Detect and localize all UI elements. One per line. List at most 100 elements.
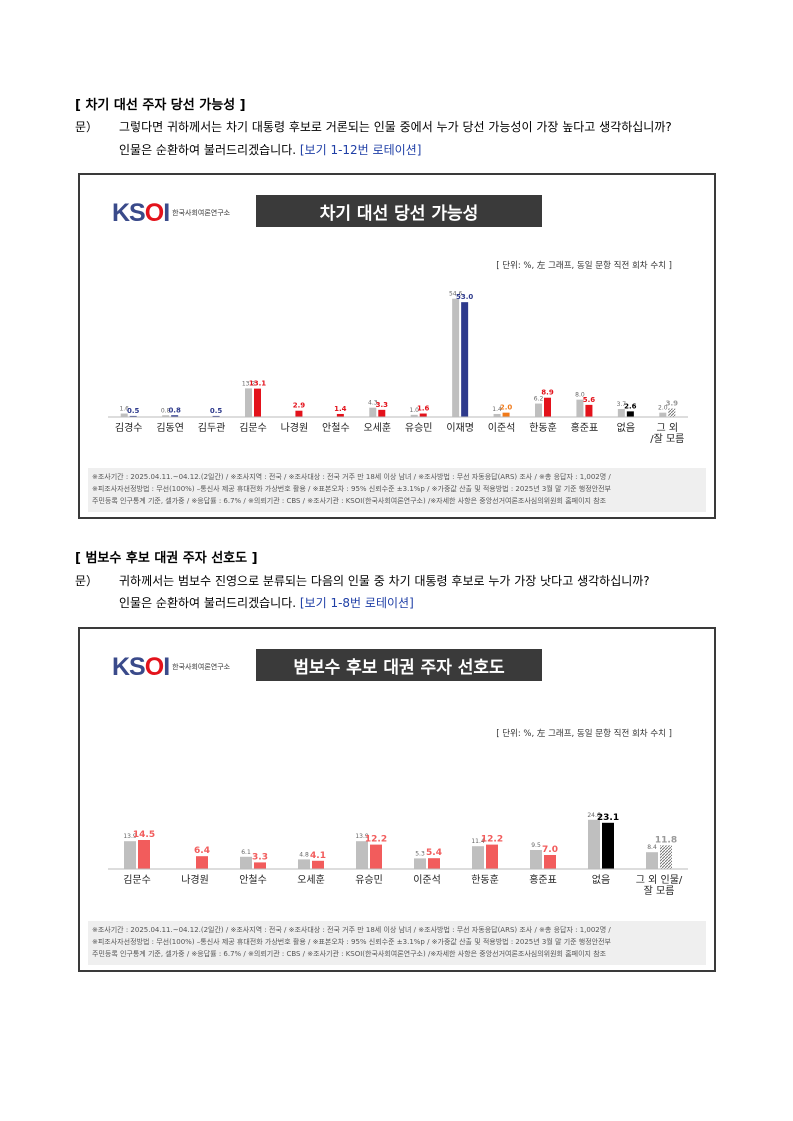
bar-previous — [120, 413, 128, 417]
bar-current — [602, 822, 614, 869]
chart-1-panel: KSOI 한국사회여론연구소 차기 대선 당선 가능성 [ 단위: %, 左 그래… — [78, 173, 716, 519]
bar-previous — [617, 408, 625, 417]
bar-current — [544, 855, 556, 869]
category-label: 김동연 — [156, 422, 184, 434]
bar-previous-label: 11.4 — [471, 838, 485, 845]
question-2-rotation-note: [보기 1-8번 로테이션] — [299, 596, 414, 610]
bar-current — [585, 404, 593, 417]
section-2-title: [ 범보수 후보 대권 주자 선호도 ] — [75, 551, 258, 566]
bar-current — [668, 408, 676, 417]
category-label: 오세훈 — [297, 873, 325, 886]
bar-current — [428, 858, 440, 869]
chart-1-unit-note: [ 단위: %, 左 그래프, 동일 문항 직전 회차 수치 ] — [496, 261, 672, 271]
chart-1-footnote: ※조사기간 : 2025.04.11.~04.12.(2일간) / ※조사지역 … — [88, 468, 706, 512]
bar-previous-label: 5.3 — [415, 850, 425, 857]
category-label: 홍준표 — [529, 873, 557, 886]
bar-previous-label: 13.9 — [123, 833, 137, 840]
bar-previous — [588, 819, 600, 869]
bar-current — [336, 413, 344, 417]
bar-previous — [646, 852, 658, 869]
category-label: 한동훈 — [529, 421, 557, 434]
bar-previous — [245, 388, 252, 417]
bar-previous-label: 3.7 — [617, 401, 627, 408]
category-label: 이재명 — [446, 422, 474, 434]
category-label: 유승민 — [355, 874, 383, 886]
category-label: 오세훈 — [363, 421, 391, 434]
bar-current — [212, 415, 220, 417]
bar-current — [370, 844, 382, 869]
ksoi-logo: KSOI 한국사회여론연구소 — [112, 653, 231, 681]
bar-current-label: 5.4 — [426, 848, 442, 858]
bar-previous-label: 8.0 — [575, 392, 585, 399]
bar-previous — [576, 399, 584, 417]
bar-previous-label: 8.4 — [647, 844, 657, 851]
bar-current — [626, 411, 634, 417]
bar-current-label: 0.5 — [210, 407, 223, 415]
bar-previous-label: 6.2 — [534, 396, 544, 403]
category-label: 한동훈 — [471, 873, 499, 886]
bar-current — [254, 862, 266, 869]
bar-current-label: 7.0 — [542, 845, 558, 855]
bar-current-label: 1.4 — [334, 405, 347, 413]
bar-current-label: 53.0 — [456, 293, 473, 301]
bar-current-label: 14.5 — [133, 830, 155, 840]
question-1-instruction: 인물은 순환하여 불러드리겠습니다. — [119, 143, 297, 157]
category-label: /잘 모름 — [650, 433, 684, 445]
chart-2-footnote: ※조사기간 : 2025.04.11.~04.12.(2일간) / ※조사지역 … — [88, 921, 706, 965]
bar-previous — [240, 856, 252, 869]
bar-current-label: 3.3 — [252, 852, 268, 862]
chart-1-title: 차기 대선 당선 가능성 — [256, 195, 542, 227]
bar-previous-label: 13.2 — [242, 380, 256, 387]
bar-previous-label: 24.6 — [587, 812, 601, 819]
bar-previous — [472, 846, 484, 869]
bar-previous — [298, 859, 310, 869]
bar-current — [544, 397, 551, 417]
bar-previous-label: 1.0 — [409, 407, 419, 414]
bar-current — [295, 410, 303, 417]
bar-current-label: 3.9 — [666, 400, 679, 408]
bar-current — [129, 415, 137, 417]
category-label: 안철수 — [239, 874, 267, 886]
bar-current-label: 4.1 — [310, 851, 326, 861]
bar-current-label: 1.6 — [417, 405, 430, 413]
bar-previous — [530, 850, 542, 869]
bar-previous — [659, 412, 667, 417]
category-label: 나경원 — [181, 873, 209, 886]
category-label: 김두관 — [198, 422, 226, 434]
bar-current — [138, 840, 150, 869]
bar-current-label: 2.9 — [293, 402, 306, 410]
bar-current — [419, 413, 427, 417]
bar-current — [378, 409, 386, 417]
bar-previous — [369, 407, 377, 417]
bar-current — [461, 302, 469, 417]
bar-current — [254, 388, 261, 417]
bar-previous-label: 6.1 — [241, 849, 251, 856]
bar-current-label: 23.1 — [597, 813, 619, 823]
bar-current-label: 13.1 — [249, 380, 266, 388]
bar-previous-label: 54.6 — [449, 291, 463, 298]
category-label: 김문수 — [123, 874, 151, 886]
chart-2-title: 범보수 후보 대권 주자 선호도 — [256, 649, 542, 681]
bar-previous — [493, 413, 501, 417]
bar-current-label: 0.8 — [168, 406, 181, 414]
chart-1-svg: 1.60.5김경수0.80.8김동연0.5김두관13.213.1김문수2.9나경… — [108, 291, 688, 445]
question-2-line2: 인물은 순환하여 불러드리겠습니다. [보기 1-8번 로테이션] — [119, 594, 414, 611]
bar-current-label: 6.4 — [194, 846, 210, 856]
bar-current-label: 11.8 — [655, 835, 677, 845]
category-label: 이준석 — [413, 874, 441, 886]
question-1-rotation-note: [보기 1-12번 로테이션] — [299, 143, 422, 157]
bar-current-label: 2.0 — [500, 404, 513, 412]
ksoi-logo: KSOI 한국사회여론연구소 — [112, 199, 231, 227]
bar-current — [171, 415, 179, 417]
category-label: 안철수 — [322, 422, 350, 434]
bar-previous-label: 4.3 — [368, 400, 378, 407]
category-label: 그 외 — [656, 422, 678, 434]
category-label: 김경수 — [115, 421, 143, 434]
bar-current-label: 0.5 — [127, 407, 140, 415]
bar-previous-label: 1.6 — [119, 406, 129, 413]
bar-current-label: 5.6 — [583, 396, 596, 404]
category-label: 유승민 — [405, 422, 433, 434]
bar-previous-label: 13.9 — [355, 833, 369, 840]
bar-current-label: 3.3 — [376, 401, 389, 409]
bar-previous-label: 4.8 — [299, 851, 309, 858]
